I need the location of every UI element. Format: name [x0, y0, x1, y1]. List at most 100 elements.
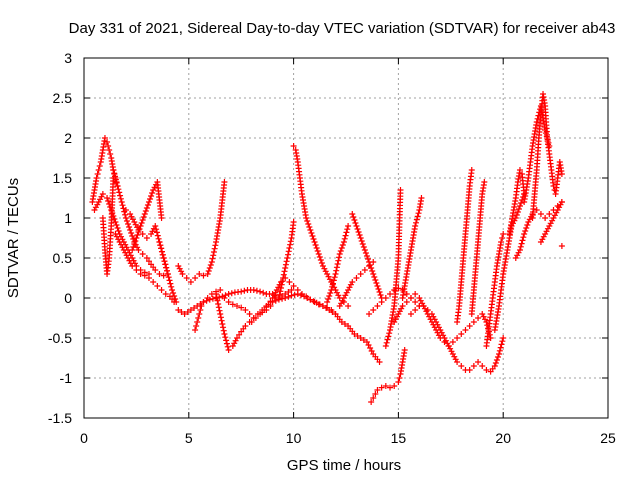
data-point	[128, 213, 135, 220]
data-point	[336, 254, 343, 261]
data-point	[498, 239, 505, 245]
data-point	[374, 283, 381, 289]
data-point	[278, 279, 285, 285]
data-point	[115, 228, 122, 234]
data-point	[163, 264, 170, 271]
data-point	[360, 244, 367, 250]
data-point	[521, 231, 528, 237]
data-point	[341, 321, 348, 327]
data-point	[290, 143, 297, 149]
data-point	[524, 222, 531, 228]
data-point	[515, 249, 522, 256]
data-point	[129, 233, 136, 239]
y-tick-label: -0.5	[48, 330, 72, 346]
data-point	[420, 303, 427, 309]
data-point	[513, 212, 520, 218]
data-point	[110, 167, 117, 173]
data-point	[137, 271, 144, 277]
data-point	[172, 296, 179, 302]
data-point	[187, 307, 194, 313]
data-point	[340, 239, 347, 245]
data-point	[107, 151, 114, 157]
data-point	[115, 186, 122, 193]
data-point	[316, 254, 323, 260]
data-point	[154, 283, 161, 289]
data-point	[129, 216, 136, 223]
data-point	[225, 299, 232, 305]
data-point	[336, 303, 343, 309]
data-point	[192, 275, 199, 281]
data-point	[412, 307, 419, 313]
data-point	[370, 271, 377, 277]
data-point	[282, 295, 289, 301]
data-point	[132, 238, 139, 244]
data-point	[374, 303, 381, 309]
data-point	[215, 304, 222, 311]
data-point	[119, 244, 126, 251]
data-point	[113, 179, 120, 186]
y-tick-label: 2.5	[53, 90, 73, 106]
data-point	[310, 236, 317, 242]
data-point	[217, 287, 224, 293]
data-point	[118, 241, 125, 248]
data-point	[128, 230, 135, 236]
data-point	[483, 367, 490, 373]
data-point	[161, 258, 168, 265]
data-point	[131, 219, 138, 225]
data-point	[112, 231, 119, 237]
data-point	[216, 307, 223, 314]
data-point	[222, 292, 229, 299]
data-point	[338, 245, 345, 251]
data-point	[269, 299, 276, 305]
data-point	[558, 171, 565, 177]
chart-title: Day 331 of 2021, Sidereal Day-to-day VTE…	[69, 20, 616, 37]
data-point	[158, 215, 165, 221]
data-point	[275, 296, 282, 303]
data-point	[286, 245, 293, 251]
data-point	[208, 259, 215, 265]
data-point	[468, 167, 475, 173]
data-point	[334, 261, 341, 267]
data-point	[539, 236, 546, 243]
data-point	[96, 163, 103, 169]
data-point	[175, 263, 182, 269]
data-point	[330, 277, 337, 284]
data-point	[218, 317, 225, 324]
data-point	[98, 193, 105, 200]
data-point	[355, 229, 362, 235]
data-point	[335, 292, 342, 299]
data-point	[339, 242, 346, 248]
data-point	[111, 170, 118, 177]
data-point	[518, 200, 525, 206]
data-point	[416, 295, 423, 301]
data-point	[184, 309, 191, 315]
data-point	[277, 288, 284, 295]
data-point	[229, 343, 236, 349]
data-point	[438, 329, 445, 336]
data-point	[158, 245, 165, 252]
data-point	[284, 255, 291, 261]
data-point	[434, 321, 441, 328]
data-point	[428, 311, 435, 317]
data-point	[213, 291, 220, 297]
data-point	[204, 295, 211, 301]
data-point	[497, 344, 504, 351]
data-point	[248, 319, 255, 325]
data-point	[542, 215, 549, 221]
data-point	[376, 289, 383, 295]
data-point	[361, 267, 368, 273]
data-point	[401, 347, 408, 353]
data-point	[391, 319, 398, 325]
data-point	[447, 345, 454, 352]
data-point	[353, 223, 360, 229]
data-point	[387, 291, 394, 297]
data-point	[143, 255, 150, 261]
data-point	[371, 274, 378, 280]
data-point	[145, 199, 152, 205]
data-point	[448, 348, 455, 355]
data-point	[479, 363, 486, 369]
data-point	[149, 190, 156, 196]
data-point	[297, 292, 304, 299]
data-point	[105, 198, 112, 204]
data-point	[341, 235, 348, 242]
